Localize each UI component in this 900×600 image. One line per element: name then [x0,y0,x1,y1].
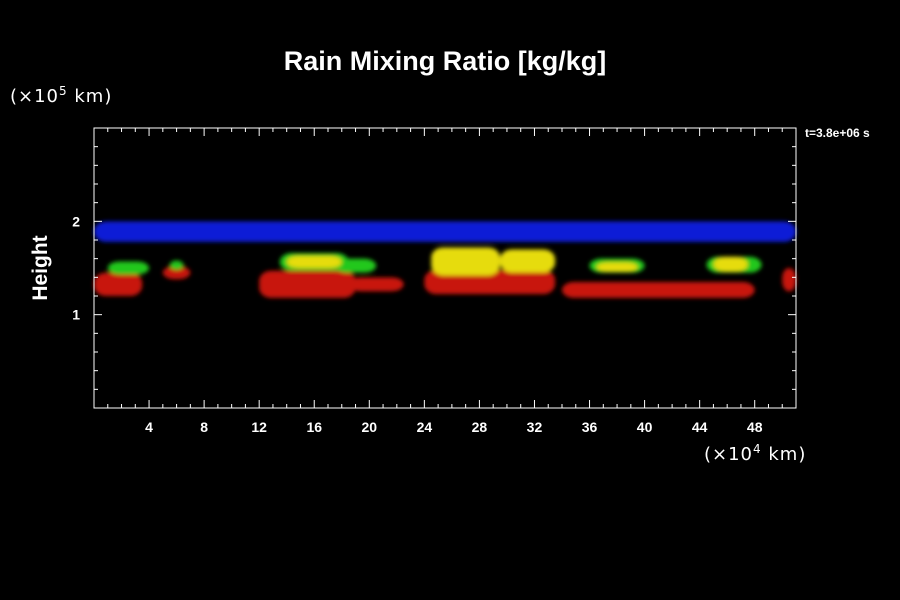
yellow-region-1 [431,247,501,276]
yellow-region-0 [286,255,342,268]
y-unit-label: (×105 km) [10,84,112,107]
y-unit-suffix: km) [67,86,113,107]
x-tick-label: 12 [251,419,267,435]
x-tick-label: 8 [200,419,208,435]
yellow-region-2 [500,249,556,273]
red-region-2 [259,270,356,298]
x-unit-prefix: (×10 [704,444,754,465]
y-tick-label: 1 [72,307,80,323]
red-region-1 [162,266,191,280]
green-region-0 [107,261,150,275]
x-tick-label: 28 [472,419,488,435]
chart-title: Rain Mixing Ratio [kg/kg] [283,46,607,76]
red-region-6 [782,268,796,292]
red-region-5 [562,282,755,298]
field-layer [94,221,796,298]
x-unit-suffix: km) [761,444,807,465]
x-tick-label: 20 [362,419,378,435]
plot-frame [93,127,797,409]
x-tick-label: 4 [145,419,153,435]
red-region-3 [348,277,404,292]
yellow-region-4 [713,256,748,272]
x-tick-label: 40 [637,419,653,435]
y-unit-prefix: (×10 [10,86,60,107]
x-tick-label: 48 [747,419,763,435]
x-unit-exponent: 4 [753,442,762,456]
x-tick-label: 44 [692,419,708,435]
x-tick-label: 24 [417,419,433,435]
green-region-1 [169,260,184,270]
x-tick-label: 36 [582,419,598,435]
red-region-4 [424,269,556,295]
red-region-0 [94,272,143,296]
x-unit-label: (×104 km) [704,442,806,465]
time-label: t=3.8e+06 s [805,126,870,140]
x-tick-label: 16 [306,419,322,435]
green-region-3 [334,258,377,273]
yellow-region-3 [596,262,638,272]
x-tick-label: 32 [527,419,543,435]
y-unit-exponent: 5 [59,84,68,98]
blue-region-0 [94,221,796,242]
y-tick-label: 2 [72,213,80,229]
